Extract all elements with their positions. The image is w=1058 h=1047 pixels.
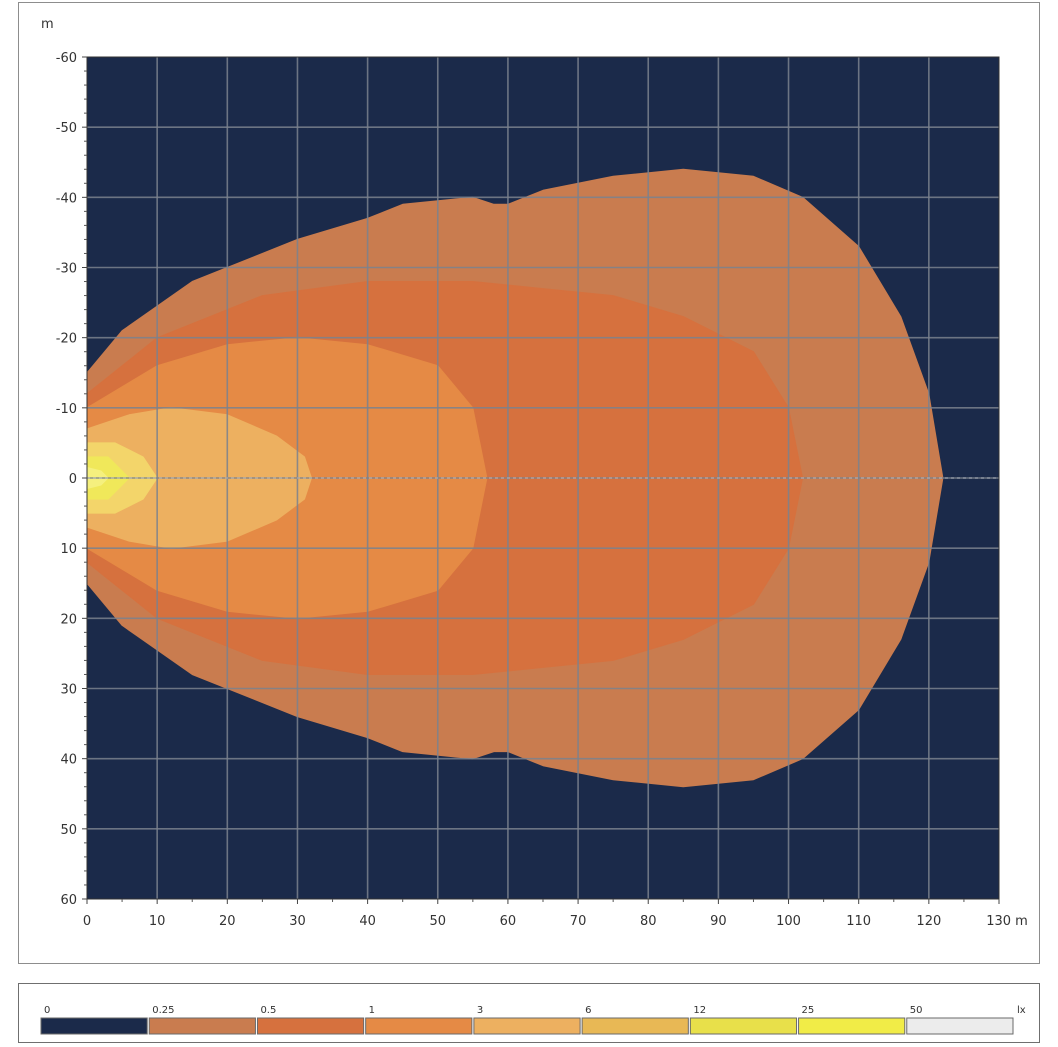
legend-level-label: 0.25 (152, 1005, 174, 1016)
y-tick-label: 50 (60, 823, 77, 838)
x-tick-label: 110 (846, 914, 871, 929)
legend-level-label: 25 (802, 1005, 815, 1016)
x-tick-label: 80 (640, 914, 657, 929)
y-tick-label: 40 (60, 753, 77, 768)
legend-level-label: 50 (910, 1005, 923, 1016)
y-tick-label: 0 (69, 472, 77, 487)
x-tick-label: 120 (916, 914, 941, 929)
y-tick-label: -60 (56, 51, 77, 66)
legend-swatch (906, 1017, 1014, 1035)
legend-level-label: 0 (44, 1005, 50, 1016)
legend-level-label: 0.5 (260, 1005, 276, 1016)
y-tick-label: 20 (60, 612, 77, 627)
legend-swatch (365, 1017, 473, 1035)
plot-panel: 0 10 20 30 40 50 60 70 80 90 100 110 120 130 m -60 -50-… (18, 2, 1040, 964)
legend-level-label: 6 (585, 1005, 591, 1016)
y-tick-label: -30 (56, 262, 77, 277)
x-tick-label: 100 (776, 914, 801, 929)
y-tick-label: 10 (60, 542, 77, 557)
x-tick-label: 30 (289, 914, 306, 929)
y-unit-label: m (41, 17, 54, 32)
legend-panel: 0 0.25 0.5 1 3 6 12 25 50 lx (18, 983, 1040, 1043)
x-tick-label: 60 (500, 914, 517, 929)
x-tick-label: 40 (359, 914, 376, 929)
legend-level-label: 1 (369, 1005, 375, 1016)
y-tick-label: -40 (56, 191, 77, 206)
y-tick-label: 60 (60, 893, 77, 908)
x-tick-label: 130 m (986, 914, 1028, 929)
y-tick-label: -50 (56, 121, 77, 136)
legend-swatch (689, 1017, 798, 1035)
legend-swatch (798, 1017, 906, 1035)
x-tick-label: 50 (429, 914, 446, 929)
color-legend: 0 0.25 0.5 1 3 6 12 25 50 lx (40, 1005, 1026, 1035)
x-tick-label: 10 (149, 914, 166, 929)
legend-swatch (148, 1017, 256, 1035)
y-tick-label: 30 (60, 683, 77, 698)
legend-swatch (473, 1017, 581, 1035)
legend-level-label: 3 (477, 1005, 483, 1016)
legend-unit-label: lx (1017, 1005, 1026, 1016)
legend-level-label: 12 (693, 1005, 706, 1016)
x-tick-label: 0 (83, 914, 91, 929)
isolux-chart: 0 10 20 30 40 50 60 70 80 90 100 110 120 130 m-60-50-… (41, 17, 1028, 929)
y-tick-label: -20 (56, 332, 77, 347)
x-tick-label: 20 (219, 914, 236, 929)
x-tick-label: 90 (710, 914, 727, 929)
legend-swatch (40, 1017, 148, 1035)
legend-swatch (581, 1017, 689, 1035)
x-tick-label: 70 (570, 914, 587, 929)
y-tick-label: -10 (56, 402, 77, 417)
legend-swatch (256, 1017, 365, 1035)
